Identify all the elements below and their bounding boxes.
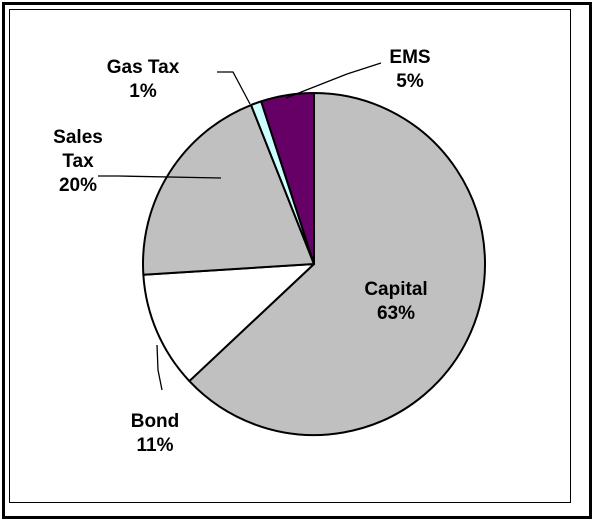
slice-percent-bond: 11% — [137, 435, 174, 456]
slice-labels: Capital 63% Bond 11% Sales Tax 20% Gas Tax 1% EMS… — [53, 47, 430, 456]
slice-percent-sales-tax: 20% — [59, 175, 97, 196]
slice-capital — [188, 92, 487, 436]
slice-percent-gas-tax: 1% — [129, 81, 157, 102]
slice-label-gas-tax: Gas Tax 1% — [107, 57, 180, 102]
slice-label-sales-tax: Sales Tax 20% — [53, 127, 103, 196]
slice-ems — [260, 92, 315, 265]
slice-name-sales-tax: Tax — [62, 151, 94, 172]
leader-line-ems — [285, 62, 382, 99]
slice-name-bond: Bond — [131, 411, 180, 432]
leader-line-gas-tax — [217, 71, 251, 105]
pie-slices — [142, 92, 487, 436]
slice-label-bond: Bond 11% — [131, 411, 180, 456]
leader-line-sales-tax — [98, 175, 222, 179]
slice-percent-ems: 5% — [396, 71, 424, 92]
leader-lines — [98, 62, 382, 391]
slice-label-capital: Capital 63% — [364, 279, 427, 324]
slice-bond — [142, 263, 315, 383]
slice-name-sales-tax: Sales — [53, 127, 103, 148]
slice-name-ems: EMS — [389, 47, 430, 68]
slice-label-ems: EMS 5% — [389, 47, 430, 92]
slice-name-capital: Capital — [364, 279, 427, 300]
slice-percent-capital: 63% — [377, 303, 415, 324]
slice-sales-tax — [142, 104, 315, 276]
slice-name-gas-tax: Gas Tax — [107, 57, 180, 78]
leader-line-bond — [156, 344, 163, 391]
